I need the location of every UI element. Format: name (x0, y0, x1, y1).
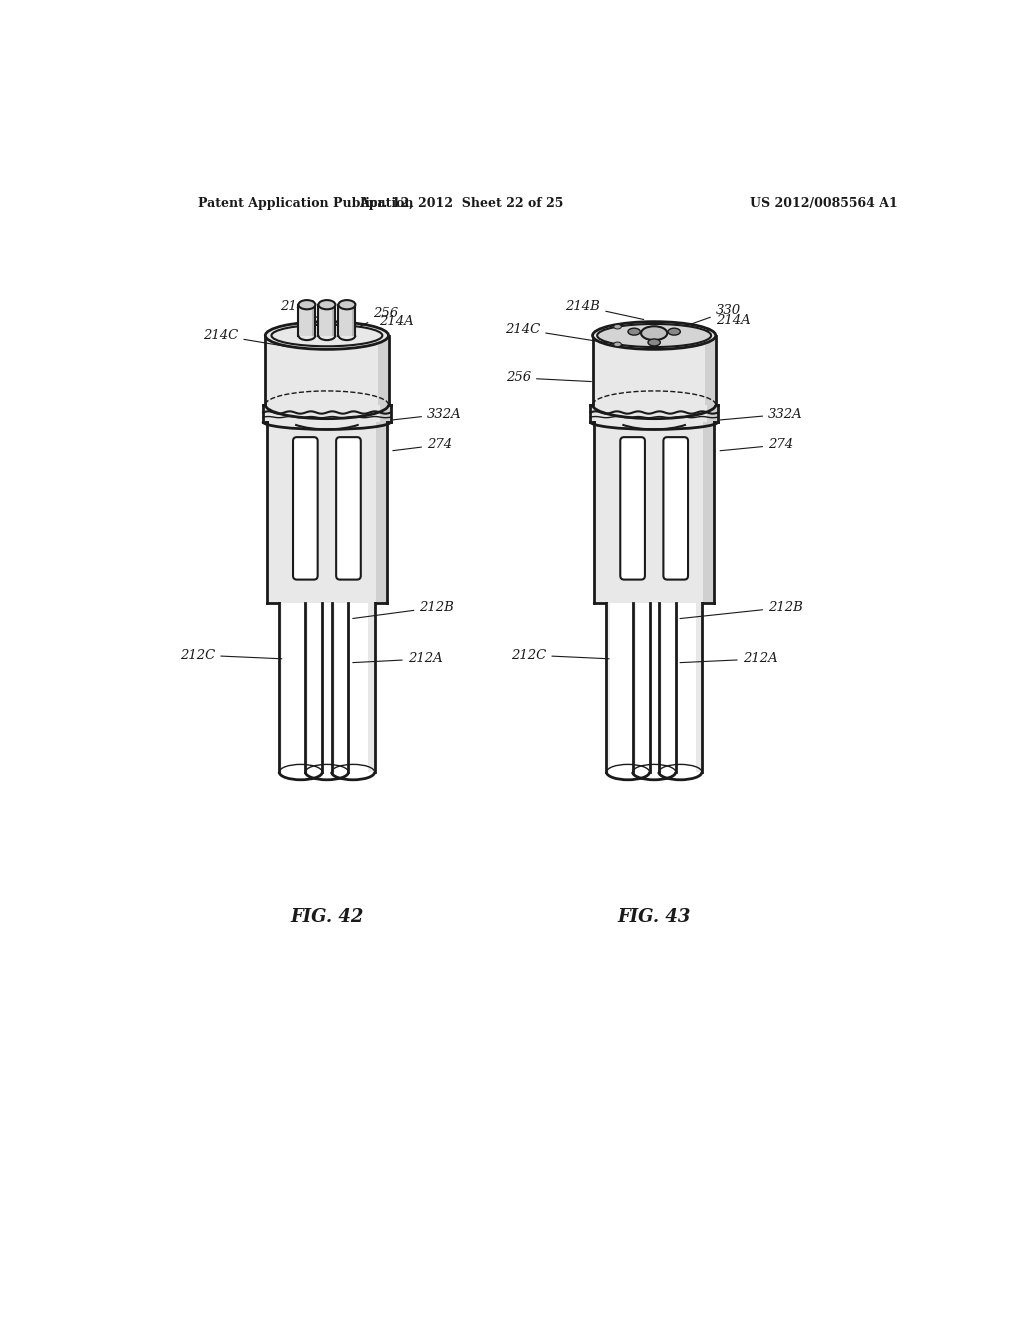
Text: 214B: 214B (281, 300, 326, 322)
Bar (316, 603, 323, 772)
Ellipse shape (265, 322, 388, 350)
Text: 214C: 214C (505, 323, 607, 343)
Bar (267, 422, 387, 603)
Bar (633, 603, 676, 772)
Text: 212B: 212B (352, 601, 455, 619)
Text: FIG. 42: FIG. 42 (290, 908, 364, 925)
Ellipse shape (599, 325, 710, 346)
Ellipse shape (648, 339, 660, 346)
Text: US 2012/0085564 A1: US 2012/0085564 A1 (750, 197, 897, 210)
Text: Apr. 12, 2012  Sheet 22 of 25: Apr. 12, 2012 Sheet 22 of 25 (359, 197, 564, 210)
Text: 332A: 332A (393, 408, 462, 421)
Bar (369, 603, 375, 772)
Bar (606, 603, 609, 772)
Bar (332, 603, 335, 772)
Text: 330: 330 (687, 305, 741, 325)
Ellipse shape (628, 329, 640, 335)
FancyBboxPatch shape (336, 437, 360, 579)
Text: 214C: 214C (203, 329, 287, 347)
FancyBboxPatch shape (621, 437, 645, 579)
Text: 274: 274 (393, 438, 453, 451)
Ellipse shape (318, 300, 336, 309)
Text: 212C: 212C (180, 648, 282, 661)
Text: 212C: 212C (511, 648, 609, 661)
Bar (670, 603, 676, 772)
Bar (305, 603, 308, 772)
Bar (380, 405, 391, 422)
Bar (708, 405, 718, 422)
Ellipse shape (613, 342, 622, 347)
Bar (658, 603, 701, 772)
Bar (298, 305, 315, 335)
Bar (305, 603, 348, 772)
FancyBboxPatch shape (705, 335, 716, 405)
Bar (590, 405, 718, 422)
Bar (280, 603, 283, 772)
FancyBboxPatch shape (378, 335, 388, 405)
Ellipse shape (597, 323, 711, 347)
Text: 256: 256 (506, 371, 591, 384)
Bar (332, 603, 375, 772)
Bar (263, 405, 391, 422)
Bar (606, 603, 649, 772)
Bar (318, 305, 336, 335)
Bar (311, 305, 315, 335)
Bar (342, 603, 348, 772)
Text: 214B: 214B (565, 300, 644, 319)
FancyBboxPatch shape (593, 335, 716, 405)
Bar (633, 603, 636, 772)
Bar (351, 305, 355, 335)
Text: 274: 274 (720, 438, 794, 451)
Bar (280, 603, 323, 772)
Text: 214A: 214A (701, 314, 751, 333)
Text: 214A: 214A (370, 315, 414, 335)
Ellipse shape (641, 326, 668, 341)
Bar (643, 603, 649, 772)
Bar (594, 422, 714, 603)
Text: 256: 256 (356, 308, 398, 329)
Ellipse shape (613, 325, 622, 329)
Ellipse shape (298, 300, 315, 309)
Bar (703, 422, 714, 603)
FancyBboxPatch shape (265, 335, 388, 405)
Bar (658, 603, 662, 772)
Ellipse shape (271, 325, 382, 346)
Text: 212A: 212A (353, 652, 442, 665)
Ellipse shape (339, 300, 355, 309)
Bar (332, 305, 336, 335)
Text: FIG. 43: FIG. 43 (617, 908, 691, 925)
Bar (376, 422, 387, 603)
Text: Patent Application Publication: Patent Application Publication (199, 197, 414, 210)
FancyBboxPatch shape (293, 437, 317, 579)
Text: 332A: 332A (720, 408, 803, 421)
FancyBboxPatch shape (664, 437, 688, 579)
Ellipse shape (593, 322, 716, 350)
Bar (339, 305, 355, 335)
Bar (695, 603, 701, 772)
Text: 212B: 212B (680, 601, 803, 619)
Text: 212A: 212A (680, 652, 777, 665)
Ellipse shape (668, 329, 680, 335)
